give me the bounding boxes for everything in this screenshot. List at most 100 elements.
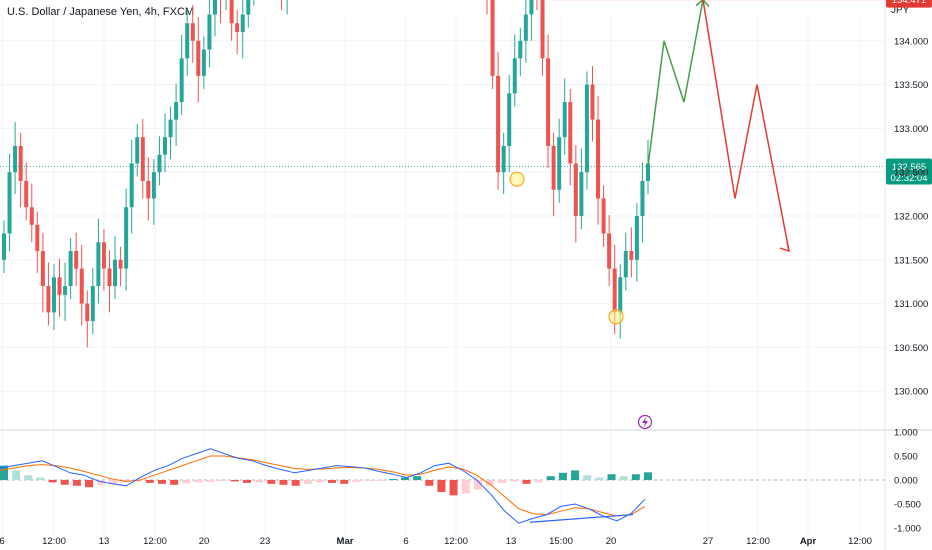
- macd-histogram-bar: [449, 480, 458, 496]
- last-price-value: 132.565: [892, 162, 926, 173]
- macd-histogram-bar: [72, 480, 81, 486]
- candle-body: [35, 224, 40, 252]
- candle-body: [240, 14, 245, 33]
- candle-body: [179, 58, 184, 103]
- macd-histogram-bar: [619, 476, 628, 480]
- candle-body: [207, 14, 212, 50]
- candle-body: [113, 259, 118, 287]
- order-block-price-text: 134.471: [892, 0, 926, 6]
- macd-histogram-bar: [303, 480, 312, 484]
- macd-histogram-bar: [644, 472, 652, 480]
- macd-histogram-bar: [328, 480, 337, 483]
- x-tick-label: 15:00: [549, 536, 573, 547]
- projection-down-arrowhead: [779, 241, 791, 253]
- candle-body: [212, 0, 217, 15]
- macd-histogram-bar: [413, 476, 422, 480]
- x-tick-label: 6: [0, 536, 5, 547]
- candle-body: [151, 172, 156, 199]
- candle-body: [507, 93, 512, 146]
- macd-y-tick-label: 0.500: [894, 452, 918, 463]
- lightning-icon: [642, 417, 648, 427]
- macd-histogram-bar: [109, 480, 118, 484]
- macd-histogram-bar: [473, 480, 482, 490]
- macd-histogram-bar: [267, 480, 276, 484]
- candle-body: [562, 102, 567, 138]
- candle-body: [201, 49, 206, 76]
- candle-body: [118, 259, 123, 269]
- macd-y-tick-label: -0.500: [894, 500, 921, 511]
- candle-body: [163, 137, 167, 155]
- y-tick-label: 133.500: [894, 80, 928, 91]
- candle-body: [612, 268, 617, 313]
- candle-body: [551, 145, 556, 190]
- candle-body: [46, 286, 51, 313]
- candle-body: [634, 216, 639, 260]
- y-tick-label: 132.500: [894, 168, 928, 179]
- candle-body: [607, 233, 612, 269]
- y-tick-label: 131.000: [894, 299, 928, 310]
- macd-histogram-bar: [255, 480, 264, 483]
- candle-body: [85, 303, 90, 322]
- macd-histogram-bar: [230, 480, 239, 482]
- candle-body: [490, 0, 495, 76]
- candle-body: [90, 286, 95, 322]
- macd-histogram-bar: [364, 480, 373, 481]
- candle-body: [40, 251, 45, 287]
- candle-body: [546, 58, 551, 146]
- macd-histogram-bar: [437, 480, 446, 492]
- macd-histogram-bar: [631, 474, 640, 480]
- macd-histogram-bar: [461, 480, 470, 494]
- macd-histogram-bar: [510, 480, 519, 482]
- y-tick-label: 130.500: [894, 343, 928, 354]
- macd-histogram-bar: [595, 477, 604, 480]
- candle-body: [618, 277, 623, 313]
- projection-up-path: [647, 0, 704, 167]
- y-tick-label: 133.000: [894, 124, 928, 135]
- x-tick-label: Mar: [337, 536, 354, 547]
- macd-y-tick-label: -1.000: [894, 524, 921, 535]
- candle-body: [174, 102, 179, 120]
- macd-histogram-bar: [340, 480, 349, 484]
- macd-histogram-bar: [571, 470, 580, 480]
- macd-histogram-bar: [0, 465, 8, 480]
- macd-histogram-bar: [36, 477, 45, 480]
- macd-histogram-bar: [97, 480, 106, 485]
- macd-histogram-bar: [607, 474, 616, 480]
- macd-histogram-bar: [486, 480, 495, 486]
- candle-body: [523, 14, 528, 41]
- macd-histogram-bar: [60, 480, 69, 485]
- candle-body: [74, 251, 79, 269]
- y-tick-label: 131.500: [894, 255, 928, 266]
- x-tick-label: 12:00: [42, 536, 66, 547]
- candle-body: [518, 40, 523, 59]
- candle-body: [540, 0, 545, 59]
- candle-body: [24, 180, 29, 208]
- candle-body: [568, 102, 573, 164]
- macd-histogram-bar: [145, 480, 154, 483]
- macd-histogram-bar: [534, 480, 543, 483]
- candle-body: [107, 268, 112, 287]
- candle-body: [596, 119, 601, 199]
- macd-line: [0, 448, 646, 524]
- macd-histogram-bar: [291, 480, 300, 486]
- candle-body: [124, 207, 129, 269]
- candle-body: [18, 145, 23, 181]
- macd-histogram-bar: [48, 480, 57, 483]
- candle-body: [584, 84, 589, 173]
- currency-label: JPY: [891, 5, 910, 16]
- macd-histogram-bar: [400, 477, 409, 480]
- x-tick-label: 20: [606, 536, 617, 547]
- candle-body: [623, 251, 628, 278]
- candle-body: [101, 242, 106, 269]
- bar-countdown: 02:32:04: [891, 173, 928, 184]
- candle-body: [129, 163, 134, 208]
- candle-body: [601, 198, 606, 234]
- last-price-tag: [886, 158, 932, 185]
- projection-down-path: [702, 0, 790, 252]
- candle-body: [579, 172, 584, 216]
- candle-body: [79, 268, 84, 304]
- macd-histogram-bar: [12, 470, 21, 480]
- candle-body: [235, 23, 240, 33]
- swing-marker: [608, 309, 624, 325]
